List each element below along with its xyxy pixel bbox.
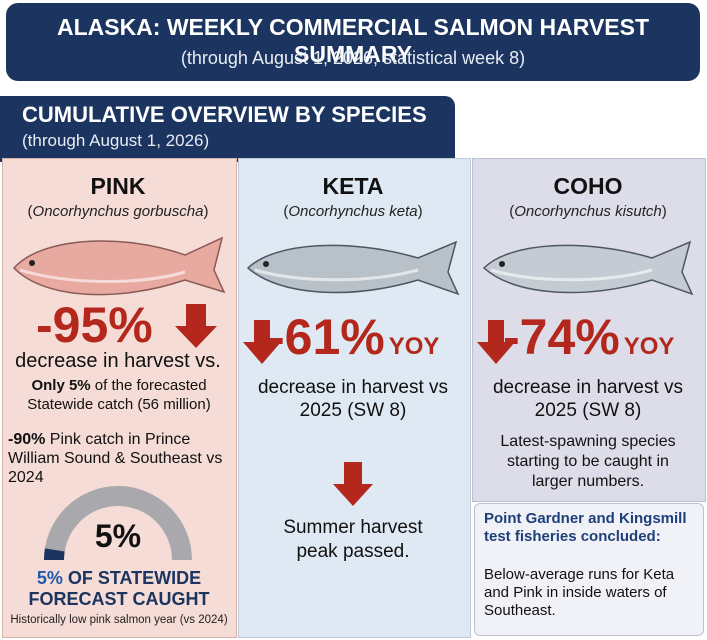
detail: -90% Pink catch in Prince William Sound …	[8, 430, 233, 487]
section-subtitle: (through August 1, 2026)	[22, 131, 210, 150]
desc: decrease in harvest vs 2025 (SW 8)	[492, 377, 684, 421]
header-subtitle: (through August 1, 2026, statistical wee…	[180, 48, 526, 68]
desc: decrease in harvest vs 2025 (SW 8)	[257, 377, 449, 421]
down-arrow	[175, 304, 217, 348]
gauge-fill	[44, 548, 65, 561]
keta-fish	[246, 240, 460, 296]
header-box	[6, 3, 700, 81]
pink-fish	[12, 236, 226, 296]
gauge-track	[44, 486, 192, 561]
species-latin-name: Oncorhynchus keta	[288, 203, 418, 220]
change-row: -74% YOY	[503, 308, 703, 366]
callout-text: Below-average runs for Keta and Pink in …	[484, 566, 675, 619]
species-name: COHO	[553, 173, 623, 199]
callout-box	[474, 503, 704, 636]
change: -61%	[268, 309, 385, 365]
footnote: Historically low pink salmon year (vs 20…	[10, 614, 228, 626]
note-bold: Only 5%	[31, 377, 91, 394]
change-unit: YOY	[388, 333, 440, 360]
gauge-caption-bold: 5%	[36, 568, 63, 588]
change-unit: YOY	[623, 333, 675, 360]
gauge-label: 5%	[94, 518, 142, 554]
coho-fish	[482, 240, 694, 296]
species-name: PINK	[90, 173, 146, 199]
note: Latest-spawning species starting to be c…	[500, 433, 676, 490]
section-tab	[0, 96, 455, 162]
species-latin: (Oncorhynchus keta)	[283, 203, 423, 220]
note: Summer harvest peak passed.	[283, 517, 423, 562]
note-text: of the forecasted Statewide catch (56 mi…	[27, 377, 211, 413]
detail-text: Pink catch in Prince William Sound & Sou…	[8, 431, 223, 486]
note: Only 5% of the forecasted Statewide catc…	[14, 376, 224, 414]
species-latin-name: Oncorhynchus kisutch	[514, 203, 662, 220]
header-title: ALASKA: WEEKLY COMMERCIAL SALMON HARVEST…	[56, 14, 650, 67]
desc: decrease in harvest vs.	[15, 350, 221, 372]
change: -74%	[503, 309, 620, 365]
down-arrow	[477, 320, 515, 364]
callout-title: Point Gardner and Kingsmill test fisheri…	[484, 510, 687, 545]
keta-panel	[238, 158, 471, 638]
section-title: CUMULATIVE OVERVIEW BY SPECIES	[22, 102, 427, 127]
down-arrow	[333, 462, 373, 506]
change: -95%	[36, 297, 153, 353]
species-latin: (Oncorhynchus kisutch)	[509, 203, 667, 220]
down-arrow	[243, 320, 281, 364]
detail-bold: -90%	[8, 431, 46, 448]
coho-panel	[472, 158, 706, 502]
species-latin-name: Oncorhynchus gorbuscha	[32, 203, 204, 220]
change-row: -61% YOY	[268, 308, 468, 366]
gauge-caption-text: OF STATEWIDE FORECAST CAUGHT	[28, 568, 210, 609]
species-latin: (Oncorhynchus gorbuscha)	[27, 203, 209, 220]
pink-panel	[2, 158, 237, 638]
gauge-caption: 5% OF STATEWIDE FORECAST CAUGHT	[14, 568, 224, 610]
species-name: KETA	[322, 173, 384, 199]
